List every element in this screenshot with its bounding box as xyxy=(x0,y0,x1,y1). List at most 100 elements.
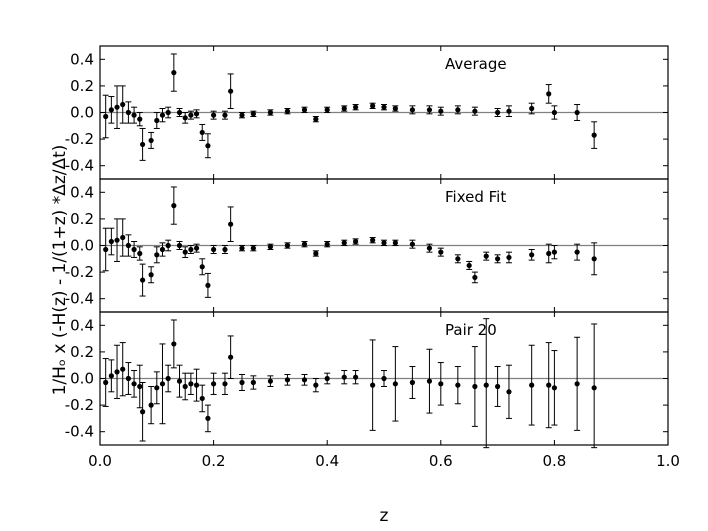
data-point xyxy=(187,110,194,120)
data-point xyxy=(352,370,359,385)
data-point xyxy=(471,271,478,284)
data-point xyxy=(494,108,501,117)
panel-label: Pair 20 xyxy=(445,321,497,339)
marker xyxy=(188,246,194,253)
panel-1: 0.4 0.2 0.0 -0.2 -0.4 Average xyxy=(65,45,669,180)
marker xyxy=(551,385,558,391)
marker xyxy=(108,373,114,379)
data-point xyxy=(381,370,387,387)
data-point xyxy=(471,106,478,116)
data-point xyxy=(114,85,121,129)
data-point xyxy=(227,335,234,379)
marker xyxy=(211,246,217,253)
data-point xyxy=(136,112,143,127)
data-point xyxy=(193,368,200,402)
marker xyxy=(313,382,319,388)
marker xyxy=(125,375,131,382)
data-point xyxy=(165,364,172,393)
data-point xyxy=(454,254,461,264)
data-point xyxy=(153,371,160,405)
marker xyxy=(301,107,308,113)
data-point xyxy=(199,123,206,141)
data-point xyxy=(148,266,155,284)
data-point xyxy=(494,366,501,407)
data-point xyxy=(221,372,228,395)
data-point xyxy=(528,344,535,426)
data-point xyxy=(267,243,274,250)
marker xyxy=(455,107,461,113)
data-point xyxy=(324,372,331,385)
marker xyxy=(301,241,308,247)
marker xyxy=(188,112,194,118)
marker xyxy=(182,383,188,390)
data-point xyxy=(139,381,146,442)
marker xyxy=(506,108,512,114)
data-point xyxy=(437,106,444,116)
marker xyxy=(591,385,597,391)
data-point xyxy=(204,133,211,159)
data-point xyxy=(369,102,376,110)
x-tick-labels: 0.0 0.2 0.4 0.6 0.8 1.0 xyxy=(88,452,680,470)
data-point xyxy=(193,243,200,253)
panels: 0.4 0.2 0.0 -0.2 -0.4 Average 0.4 0.2 0.0 -0.2 -0.… xyxy=(65,45,669,449)
x-tick-label: 0.6 xyxy=(429,452,453,470)
data-point xyxy=(119,85,126,124)
marker xyxy=(529,105,535,112)
marker xyxy=(506,389,512,395)
marker xyxy=(182,249,188,255)
data-point xyxy=(108,96,115,124)
marker xyxy=(205,282,211,288)
data-point xyxy=(159,242,166,257)
data-point xyxy=(148,385,155,425)
marker xyxy=(114,369,120,375)
data-point xyxy=(102,227,109,272)
data-point xyxy=(125,101,132,124)
marker xyxy=(267,244,273,250)
marker xyxy=(182,115,188,121)
marker xyxy=(392,240,398,246)
marker xyxy=(381,240,387,246)
marker xyxy=(222,381,228,387)
marker xyxy=(165,109,171,116)
y-tick-label: 0.4 xyxy=(70,183,94,201)
marker xyxy=(199,129,205,136)
marker xyxy=(574,249,580,255)
data-point xyxy=(545,243,552,264)
marker xyxy=(137,116,143,122)
marker xyxy=(120,101,126,108)
marker xyxy=(211,112,217,118)
marker xyxy=(546,91,552,97)
data-point xyxy=(545,84,552,104)
data-point xyxy=(267,375,274,387)
data-point xyxy=(210,245,217,254)
marker xyxy=(370,103,376,109)
marker xyxy=(250,379,256,386)
marker xyxy=(313,116,319,122)
marker xyxy=(574,381,580,387)
data-point xyxy=(267,109,274,116)
data-point xyxy=(221,110,228,120)
marker xyxy=(154,385,160,391)
marker xyxy=(495,256,501,262)
data-point xyxy=(551,350,558,426)
marker xyxy=(483,253,489,259)
marker xyxy=(455,256,461,262)
data-point xyxy=(148,131,155,149)
data-point xyxy=(139,263,146,297)
y-tick-label: -0.4 xyxy=(65,290,94,308)
marker xyxy=(483,382,489,388)
marker xyxy=(199,264,205,270)
marker xyxy=(125,242,131,249)
data-point xyxy=(239,374,245,391)
marker xyxy=(284,242,291,249)
marker xyxy=(455,382,461,388)
marker xyxy=(324,241,330,247)
marker xyxy=(324,375,330,382)
marker xyxy=(176,109,183,116)
data-point xyxy=(102,94,109,139)
data-point xyxy=(170,53,177,92)
data-point xyxy=(574,243,581,261)
data-point xyxy=(131,370,138,398)
marker xyxy=(341,240,347,246)
